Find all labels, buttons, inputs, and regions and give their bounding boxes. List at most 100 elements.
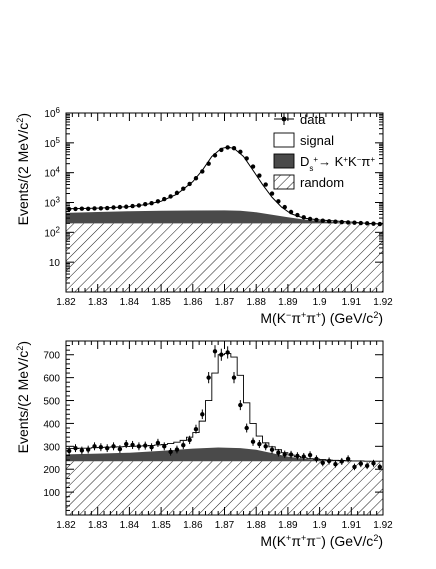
data-point xyxy=(79,448,85,453)
y-tick-base: 10 xyxy=(44,109,56,120)
data-point xyxy=(219,147,224,153)
random-hatched-area xyxy=(66,223,383,292)
data-point xyxy=(155,199,161,204)
data-point xyxy=(136,444,142,449)
x-tick-label: 1.86 xyxy=(183,520,203,531)
legend-swatch xyxy=(273,153,295,169)
data-point xyxy=(288,452,294,457)
data-point xyxy=(73,206,78,212)
data-point xyxy=(301,215,306,220)
x-axis-title-part: M(K xyxy=(260,310,286,326)
data-point xyxy=(136,203,142,208)
x-axis-title-part: − xyxy=(316,533,321,543)
x-tick-label: 1.82 xyxy=(56,297,76,308)
data-point xyxy=(206,375,211,380)
data-point xyxy=(377,464,383,470)
data-point xyxy=(244,425,249,431)
x-axis-title-part: ) xyxy=(378,310,383,326)
x-axis-title: M(K−π+π+) (GeV/c2) xyxy=(260,310,383,326)
x-tick-label: 1.89 xyxy=(278,520,298,531)
data-point xyxy=(371,461,376,466)
x-tick-label: 1.83 xyxy=(88,297,108,308)
y-tick-label: 105 xyxy=(44,135,60,150)
x-tick-label: 1.86 xyxy=(183,297,203,308)
data-point xyxy=(79,206,85,211)
data-point xyxy=(231,375,237,380)
y-tick-base: 10 xyxy=(44,139,56,150)
y-axis-title-part: 2 xyxy=(15,118,25,123)
x-tick-label: 1.91 xyxy=(342,297,362,308)
data-point xyxy=(212,349,218,354)
x-axis-title-part: ) (GeV/c xyxy=(321,533,373,549)
data-point xyxy=(143,443,148,448)
data-point xyxy=(326,219,332,224)
data-point xyxy=(288,209,294,215)
data-point xyxy=(187,437,192,443)
legend-swatch xyxy=(273,174,295,190)
data-point xyxy=(358,220,364,226)
y-axis-title: Events/(2 MeV/c2) xyxy=(15,113,31,225)
y-tick-base: 10 xyxy=(44,199,56,210)
random-hatched-area xyxy=(66,461,383,515)
data-point xyxy=(352,220,357,225)
data-point xyxy=(130,203,135,209)
x-tick-label: 1.85 xyxy=(151,520,171,531)
data-point xyxy=(92,206,97,211)
plot-area xyxy=(66,145,383,292)
data-point xyxy=(320,218,325,223)
data-point xyxy=(124,441,129,447)
y-tick-base: 10 xyxy=(49,258,61,269)
data-point xyxy=(257,173,262,178)
x-tick-label: 1.84 xyxy=(120,297,140,308)
data-point xyxy=(263,444,268,449)
data-point xyxy=(143,201,148,207)
data-point xyxy=(320,460,325,465)
legend-label: signal xyxy=(300,133,334,148)
legend-label-part: K xyxy=(348,154,357,169)
data-point xyxy=(73,445,78,451)
x-axis-title-part: + xyxy=(301,310,306,320)
x-axis-title-part: − xyxy=(286,310,291,320)
y-tick-label: 102 xyxy=(44,225,60,240)
legend-entry-signal: signal xyxy=(273,132,334,148)
y-tick-base: 10 xyxy=(44,228,56,239)
y-axis-title-part: ) xyxy=(15,113,31,118)
ds-kkpi-area xyxy=(66,210,383,224)
data-point xyxy=(212,153,218,158)
y-tick-exp: 6 xyxy=(56,106,61,115)
data-point xyxy=(168,194,173,199)
y-tick-label: 103 xyxy=(44,195,60,210)
x-tick-label: 1.9 xyxy=(313,520,327,531)
data-point xyxy=(301,454,306,459)
x-tick-label: 1.85 xyxy=(151,297,171,308)
data-point xyxy=(307,216,313,222)
data-point xyxy=(314,217,319,223)
data-point xyxy=(307,452,313,458)
data-point xyxy=(276,199,281,204)
data-point xyxy=(105,445,110,451)
x-tick-label: 1.82 xyxy=(56,520,76,531)
data-point xyxy=(206,161,211,166)
legend-label-part: + xyxy=(343,155,348,164)
data-point xyxy=(377,221,383,227)
y-axis-title-part: 2 xyxy=(15,346,25,351)
data-point xyxy=(257,441,262,447)
data-point xyxy=(326,458,332,464)
data-point xyxy=(193,426,199,432)
x-axis-title-part: π xyxy=(291,310,301,326)
x-axis-title-part: 2 xyxy=(373,310,378,320)
data-point xyxy=(162,196,167,202)
data-point xyxy=(181,442,186,448)
data-point xyxy=(98,206,104,211)
data-point xyxy=(174,447,180,452)
data-point xyxy=(238,149,243,155)
x-axis-title-part: + xyxy=(301,533,306,543)
legend-entry-random: random xyxy=(273,174,344,190)
data-point xyxy=(181,186,186,191)
y-tick-exp: 5 xyxy=(56,135,61,144)
y-tick-base: 10 xyxy=(44,169,56,180)
legend-label-part: → K xyxy=(318,154,344,169)
